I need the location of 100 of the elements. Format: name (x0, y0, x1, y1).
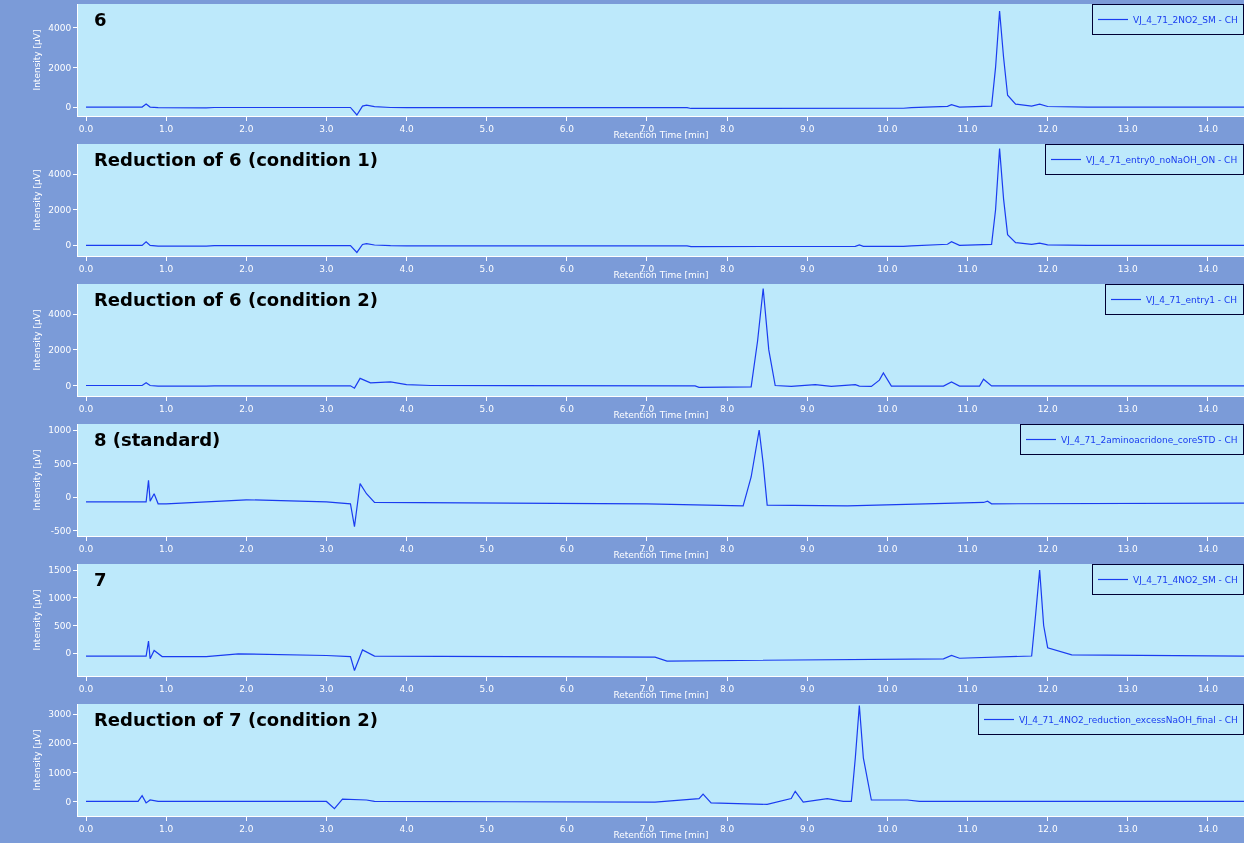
x-tick-label: 3.0 (319, 683, 334, 694)
x-tick-label: 5.0 (479, 823, 495, 834)
line-series (85, 287, 1244, 389)
chart-title: 7 (94, 569, 107, 590)
x-tick-label: 10.0 (877, 263, 898, 274)
x-tick-label: 0.0 (78, 543, 94, 554)
y-tick-label: 0 (65, 380, 72, 391)
x-tick-label: 2.0 (239, 123, 254, 134)
x-tick-label: 1.0 (158, 123, 174, 134)
x-tick-label: 9.0 (800, 123, 815, 134)
x-tick-label: 3.0 (319, 123, 334, 134)
x-tick-label: 6.0 (559, 683, 575, 694)
x-tick-label: 11.0 (957, 543, 978, 554)
x-tick-label: 8.0 (719, 123, 735, 134)
y-tick-label: 1500 (48, 565, 72, 576)
line-series (85, 429, 1244, 528)
x-tick-label: 5.0 (479, 683, 495, 694)
y-tick-label: 1000 (48, 767, 72, 778)
y-axis-title: Intensity [µV] (31, 309, 42, 371)
y-tick-label: 500 (54, 458, 72, 469)
x-tick-label: 8.0 (719, 543, 735, 554)
x-tick-label: 14.0 (1197, 123, 1219, 134)
line-series (85, 569, 1244, 672)
legend-label: VJ_4_71_4NO2_reduction_excessNaOH_final - CH (1019, 715, 1238, 726)
x-tick-label: 4.0 (399, 263, 414, 274)
x-tick-label: 2.0 (239, 543, 254, 554)
y-axis-title: Intensity [µV] (31, 169, 42, 231)
x-tick-label: 10.0 (877, 543, 898, 554)
x-tick-label: 14.0 (1197, 683, 1219, 694)
x-tick-label: 8.0 (719, 263, 735, 274)
y-tick-label: 2000 (48, 738, 72, 749)
x-tick-label: 5.0 (479, 123, 495, 134)
y-axis-title: Intensity [µV] (31, 589, 42, 651)
x-tick-label: 12.0 (1037, 123, 1058, 134)
legend-label: VJ_4_71_2NO2_SM - CH (1133, 15, 1238, 26)
x-tick-label: 0.0 (78, 683, 94, 694)
x-tick-label: 0.0 (78, 123, 94, 134)
y-tick-label: -500 (50, 525, 72, 536)
x-tick-label: 9.0 (800, 263, 815, 274)
x-tick-label: 3.0 (319, 403, 334, 414)
x-tick-label: 2.0 (239, 683, 254, 694)
x-tick-label: 2.0 (239, 823, 254, 834)
x-axis-title: Retention Time [min] (613, 270, 709, 280)
y-tick-label: 2000 (48, 204, 72, 215)
x-tick-label: 9.0 (800, 823, 815, 834)
legend-label: VJ_4_71_entry1 - CH (1146, 295, 1238, 306)
x-tick-label: 5.0 (479, 263, 495, 274)
x-tick-label: 8.0 (719, 403, 735, 414)
chart-title: 8 (standard) (94, 429, 221, 450)
x-tick-label: 4.0 (399, 543, 414, 554)
x-tick-label: 6.0 (559, 403, 575, 414)
x-axis-title: Retention Time [min] (613, 550, 709, 560)
y-tick-label: 1000 (48, 592, 72, 603)
line-series (85, 10, 1244, 116)
y-tick-label: 0 (65, 796, 72, 807)
x-tick-label: 11.0 (957, 403, 978, 414)
x-tick-label: 11.0 (957, 263, 978, 274)
x-tick-label: 1.0 (158, 403, 174, 414)
x-axis-title: Retention Time [min] (613, 410, 709, 420)
x-tick-label: 14.0 (1197, 543, 1219, 554)
x-tick-label: 1.0 (158, 683, 174, 694)
x-tick-label: 0.0 (78, 403, 94, 414)
y-tick-label: 1000 (48, 425, 72, 436)
y-tick-label: 4000 (48, 309, 72, 320)
line-series (85, 147, 1244, 254)
x-tick-label: 3.0 (319, 263, 334, 274)
x-tick-label: 10.0 (877, 403, 898, 414)
x-tick-label: 0.0 (78, 263, 94, 274)
x-tick-label: 11.0 (957, 123, 978, 134)
y-axis-title: Intensity [µV] (31, 729, 42, 791)
x-tick-label: 1.0 (158, 543, 174, 554)
legend-label: VJ_4_71_entry0_noNaOH_ON - CH (1086, 155, 1238, 166)
x-tick-label: 12.0 (1037, 683, 1058, 694)
chart-title: Reduction of 6 (condition 2) (94, 289, 379, 310)
x-tick-label: 13.0 (1117, 123, 1139, 134)
x-tick-label: 10.0 (877, 123, 898, 134)
x-tick-label: 9.0 (800, 403, 815, 414)
x-tick-label: 8.0 (719, 683, 735, 694)
y-tick-label: 0 (65, 240, 72, 251)
x-tick-label: 12.0 (1037, 263, 1058, 274)
y-tick-label: 0 (65, 648, 72, 659)
y-tick-label: 0 (65, 102, 72, 113)
x-tick-label: 11.0 (957, 823, 978, 834)
chart-title: Reduction of 6 (condition 1) (94, 149, 379, 170)
x-tick-label: 12.0 (1037, 543, 1058, 554)
x-tick-label: 10.0 (877, 683, 898, 694)
y-tick-label: 2000 (48, 345, 72, 356)
x-tick-label: 6.0 (559, 543, 575, 554)
x-tick-label: 9.0 (800, 683, 815, 694)
y-tick-label: 2000 (48, 62, 72, 73)
x-tick-label: 5.0 (479, 543, 495, 554)
x-tick-label: 4.0 (399, 123, 414, 134)
y-tick-label: 3000 (48, 709, 72, 720)
x-tick-label: 13.0 (1117, 823, 1139, 834)
x-tick-label: 1.0 (158, 263, 174, 274)
x-tick-label: 14.0 (1197, 823, 1219, 834)
y-axis-title: Intensity [µV] (31, 29, 42, 91)
x-tick-label: 1.0 (158, 823, 174, 834)
y-tick-label: 500 (54, 620, 72, 631)
x-tick-label: 0.0 (78, 823, 94, 834)
